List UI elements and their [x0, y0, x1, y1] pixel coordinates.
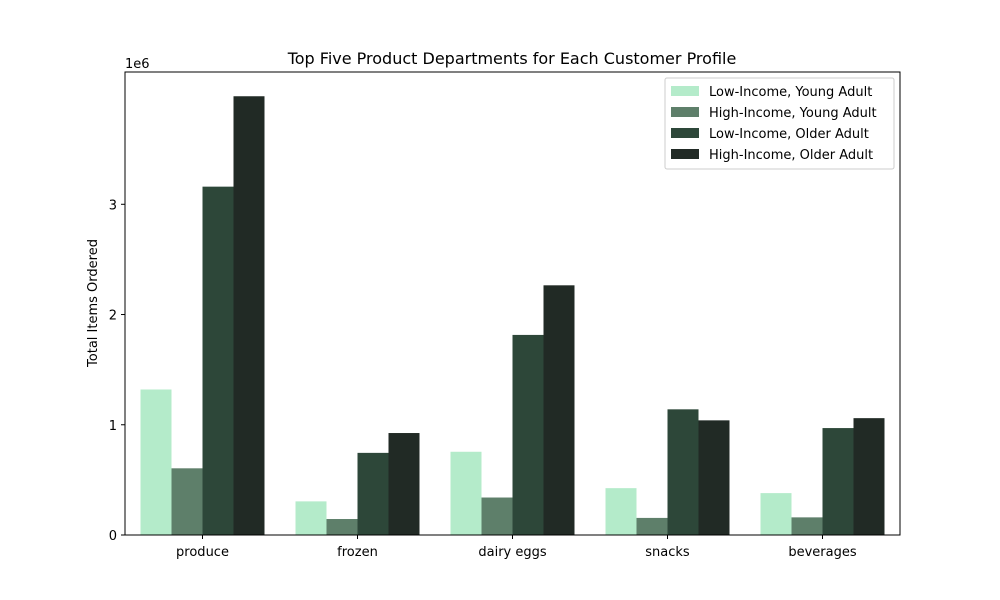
bar-snacks-series-1 — [605, 488, 637, 535]
bar-frozen-series-2 — [326, 519, 358, 535]
chart-title: Top Five Product Departments for Each Cu… — [287, 49, 737, 68]
legend-swatch — [671, 128, 699, 138]
y-tick-label: 1 — [109, 419, 117, 434]
y-tick-label: 3 — [109, 198, 117, 213]
legend: Low-Income, Young Adult High-Income, Youn… — [664, 77, 895, 170]
legend-swatch — [671, 149, 699, 159]
bar-snacks-series-2 — [636, 517, 668, 535]
bar-produce-series-3 — [202, 186, 234, 535]
x-tick-label: beverages — [788, 545, 857, 560]
legend-label: High-Income, Older Adult — [709, 148, 873, 163]
bar-snacks-series-4 — [698, 420, 730, 535]
legend-label: High-Income, Young Adult — [709, 106, 877, 121]
bar-snacks-series-3 — [667, 409, 699, 535]
bar-frozen-series-1 — [295, 501, 327, 535]
y-tick-label: 2 — [109, 309, 117, 324]
bar-frozen-series-3 — [357, 452, 389, 535]
bar-frozen-series-4 — [388, 433, 420, 535]
bar-dairy-eggs-series-2 — [481, 497, 513, 535]
x-tick-label: dairy eggs — [478, 545, 547, 560]
bar-beverages-series-3 — [822, 428, 854, 535]
x-tick-label: produce — [176, 545, 229, 560]
legend-swatch — [671, 86, 699, 96]
bar-dairy-eggs-series-1 — [450, 451, 482, 535]
legend-box — [664, 77, 895, 170]
bar-beverages-series-2 — [791, 517, 823, 535]
bar-dairy-eggs-series-3 — [512, 334, 544, 535]
bar-produce-series-4 — [233, 96, 265, 535]
x-tick-label: snacks — [645, 545, 690, 560]
bar-produce-series-1 — [140, 389, 172, 535]
bars-group — [140, 96, 885, 535]
axes-group: produce frozen dairy eggs snacks beverages 0 1… — [109, 71, 901, 560]
y-axis-offset-label: 1e6 — [125, 57, 150, 72]
bar-beverages-series-4 — [853, 418, 885, 535]
y-axis-label: Total Items Ordered — [86, 239, 101, 368]
bar-beverages-series-1 — [760, 493, 792, 535]
x-tick-label: frozen — [337, 545, 378, 560]
bar-produce-series-2 — [171, 468, 203, 535]
bar-dairy-eggs-series-4 — [543, 285, 575, 535]
legend-label: Low-Income, Older Adult — [709, 127, 869, 142]
legend-swatch — [671, 107, 699, 117]
y-tick-label: 0 — [109, 529, 117, 544]
legend-label: Low-Income, Young Adult — [709, 85, 872, 100]
